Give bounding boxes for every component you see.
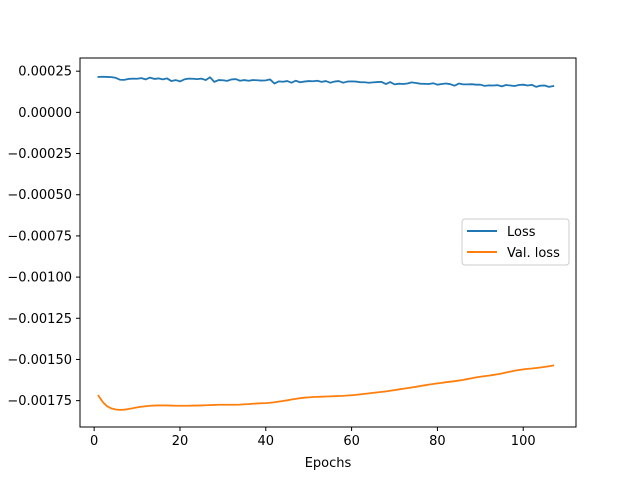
x-tick-label: 100 [511, 434, 536, 449]
y-tick-label: −0.00050 [7, 188, 72, 203]
legend: Loss Val. loss [461, 218, 570, 266]
x-tick-label: 80 [429, 434, 446, 449]
legend-label-val-loss: Val. loss [507, 246, 560, 261]
plot-area-frame [79, 57, 577, 428]
x-tick-label: 60 [343, 434, 360, 449]
y-tick-label: −0.00025 [7, 147, 72, 162]
x-axis-ticks: 0 20 40 60 80 100 [90, 427, 536, 449]
x-tick-label: 20 [172, 434, 189, 449]
y-tick-label: −0.00125 [7, 312, 72, 327]
x-tick-label: 40 [258, 434, 275, 449]
y-tick-label: 0.00025 [18, 65, 72, 80]
y-tick-label: −0.00175 [7, 394, 72, 409]
series-lines [97, 75, 555, 411]
y-tick-label: −0.00100 [7, 271, 72, 286]
legend-label-loss: Loss [507, 225, 536, 240]
y-axis-ticks: 0.00025 0.00000 −0.00025 −0.00050 −0.00075 −0… [7, 65, 80, 409]
series-line-val-loss [97, 364, 555, 411]
y-tick-label: −0.00075 [7, 229, 72, 244]
y-tick-label: 0.00000 [18, 106, 72, 121]
series-line-loss [97, 75, 555, 88]
x-axis-title: Epochs [305, 456, 352, 471]
x-tick-label: 0 [90, 434, 98, 449]
y-tick-label: −0.00150 [7, 353, 72, 368]
